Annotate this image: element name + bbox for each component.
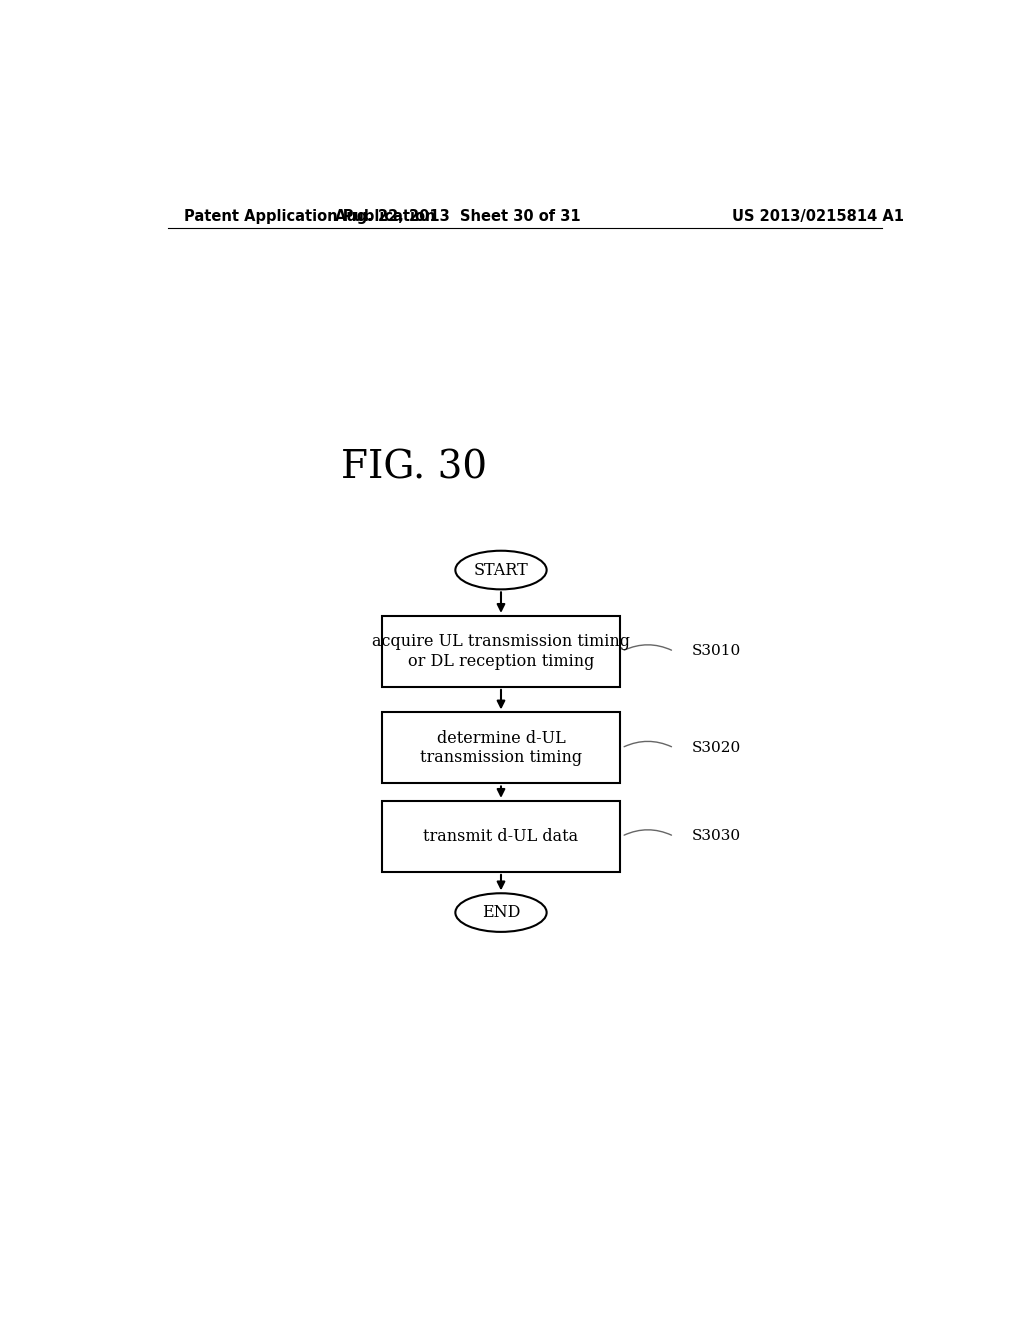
- Text: START: START: [474, 561, 528, 578]
- Text: S3030: S3030: [691, 829, 740, 843]
- Text: acquire UL transmission timing
or DL reception timing: acquire UL transmission timing or DL rec…: [372, 634, 630, 669]
- Text: END: END: [482, 904, 520, 921]
- Text: S3020: S3020: [691, 741, 740, 755]
- Text: determine d-UL
transmission timing: determine d-UL transmission timing: [420, 730, 582, 766]
- Text: transmit d-UL data: transmit d-UL data: [424, 828, 579, 845]
- Text: US 2013/0215814 A1: US 2013/0215814 A1: [732, 209, 904, 224]
- Text: FIG. 30: FIG. 30: [341, 450, 486, 487]
- Text: Aug. 22, 2013  Sheet 30 of 31: Aug. 22, 2013 Sheet 30 of 31: [335, 209, 581, 224]
- Text: Patent Application Publication: Patent Application Publication: [183, 209, 435, 224]
- Text: S3010: S3010: [691, 644, 740, 659]
